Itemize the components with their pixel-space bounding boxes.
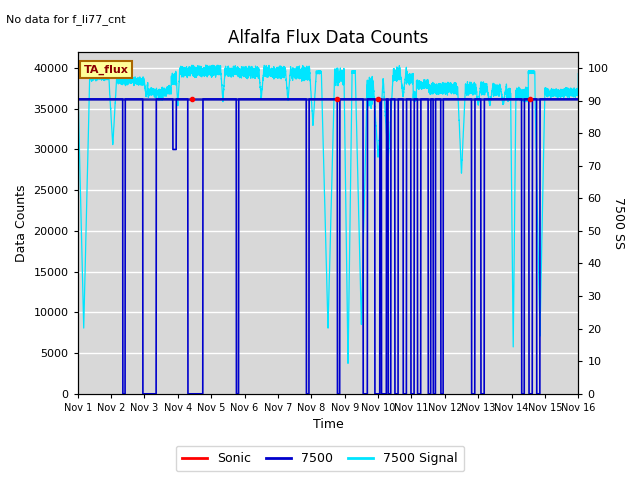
Title: Alfalfa Flux Data Counts: Alfalfa Flux Data Counts bbox=[228, 29, 428, 48]
Legend: Sonic, 7500, 7500 Signal: Sonic, 7500, 7500 Signal bbox=[176, 446, 464, 471]
Text: No data for f_li77_cnt: No data for f_li77_cnt bbox=[6, 14, 126, 25]
X-axis label: Time: Time bbox=[312, 419, 344, 432]
Text: TA_flux: TA_flux bbox=[84, 64, 129, 75]
Y-axis label: 7500 SS: 7500 SS bbox=[612, 197, 625, 249]
Y-axis label: Data Counts: Data Counts bbox=[15, 184, 28, 262]
